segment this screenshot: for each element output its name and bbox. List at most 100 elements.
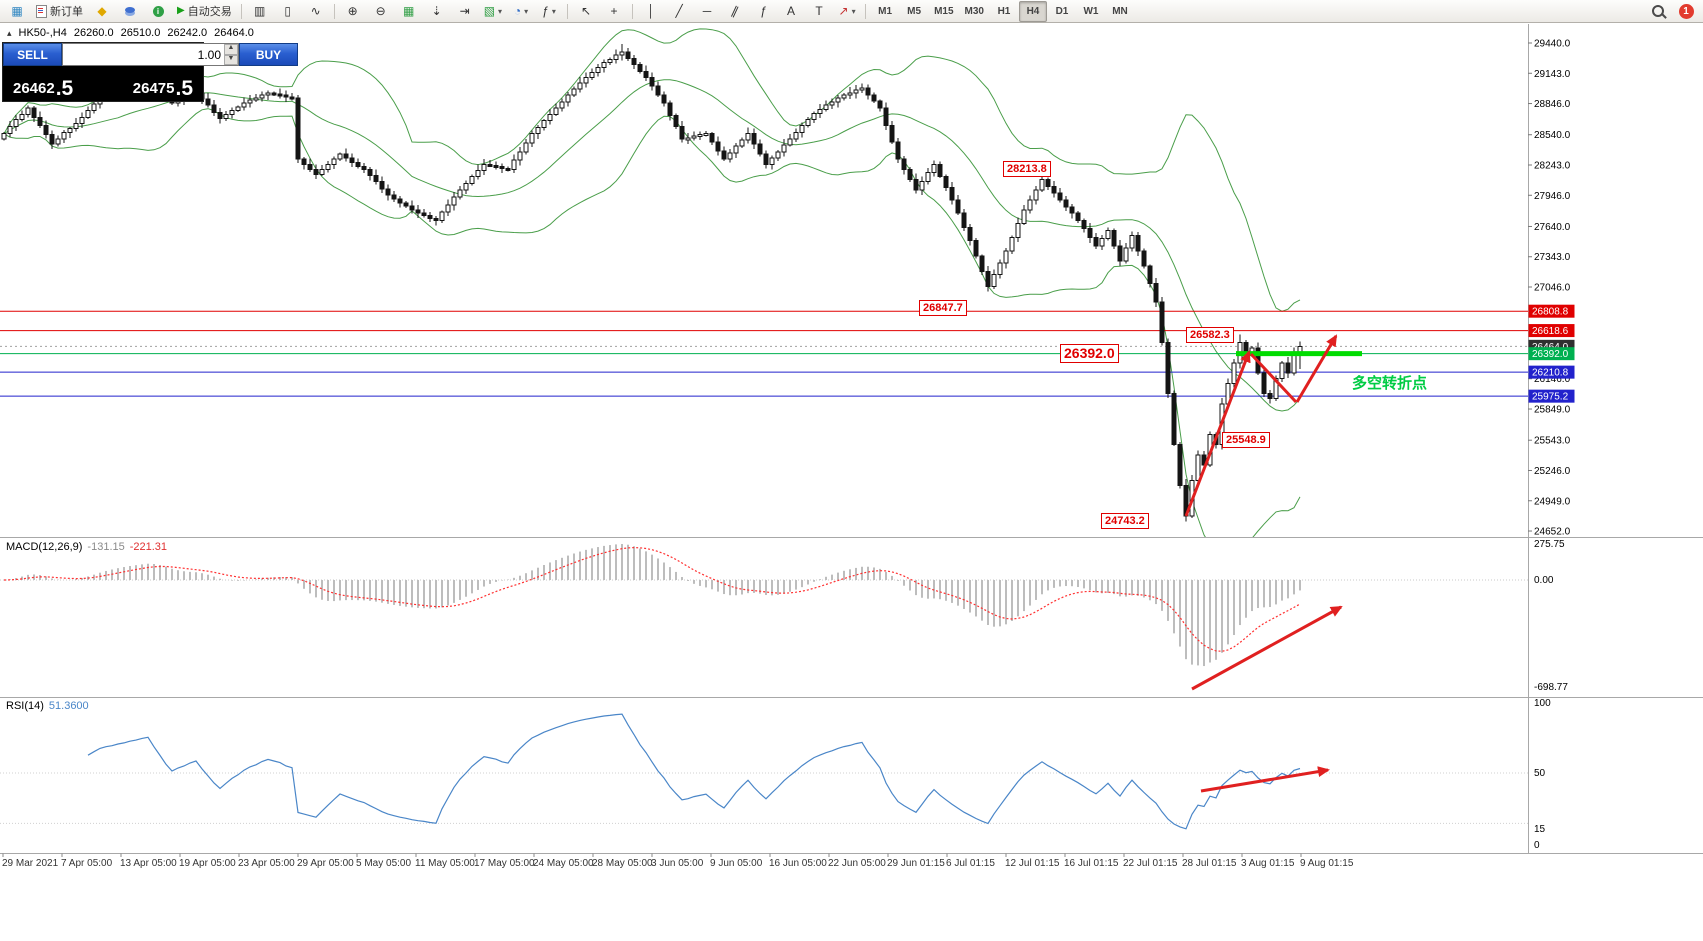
notifications-button[interactable]: 1 [1673, 1, 1699, 22]
periods-menu-button[interactable]: ◔ ▾ [508, 1, 534, 22]
crosshair-button[interactable]: + [601, 1, 627, 22]
toolbar-separator [240, 3, 242, 19]
horizontal-line-button[interactable]: ─ [694, 1, 720, 22]
rsi-value: 51.3600 [48, 700, 89, 712]
timeframe-w1[interactable]: W1 [1083, 5, 1099, 17]
svg-text:17 May 05:00: 17 May 05:00 [474, 858, 535, 869]
fibonacci-icon: ƒ [759, 4, 767, 18]
line-chart-button[interactable]: ∿ [303, 1, 329, 22]
tile-windows-icon: ▦ [403, 4, 415, 18]
svg-text:22 Jun 05:00: 22 Jun 05:00 [828, 858, 886, 869]
buy-price-int: 26475 [132, 80, 175, 97]
macd-label: MACD(12,26,9) -131.15 -221.31 [6, 541, 167, 553]
svg-text:-698.77: -698.77 [1534, 682, 1568, 693]
price-label-25548[interactable]: 25548.9 [1222, 432, 1270, 448]
chart-shift-button[interactable]: ⇥ [452, 1, 478, 22]
quote-row: 26462 .5 26475 .5 [3, 66, 203, 101]
volume-down-button[interactable]: ▼ [224, 54, 238, 65]
notification-badge: 1 [1678, 3, 1694, 19]
sell-price-frac: .5 [55, 77, 74, 100]
buy-button[interactable]: BUY [239, 43, 298, 66]
volume-box: ▲ ▼ [62, 43, 239, 66]
periods-icon: ◔ [513, 4, 522, 18]
timeframe-d1[interactable]: D1 [1055, 5, 1069, 17]
zoom-in-button[interactable]: ⊕ [340, 1, 366, 22]
chart-window-button[interactable]: ▦ [4, 1, 30, 22]
metaeditor-icon: ◆ [97, 4, 107, 18]
svg-text:27640.0: 27640.0 [1534, 222, 1571, 233]
svg-text:26146.0: 26146.0 [1534, 374, 1571, 385]
svg-text:13 Apr 05:00: 13 Apr 05:00 [120, 858, 177, 869]
price-label-26392[interactable]: 26392.0 [1060, 344, 1119, 363]
svg-text:29 Jun 01:15: 29 Jun 01:15 [887, 858, 945, 869]
svg-text:3 Aug 01:15: 3 Aug 01:15 [1241, 858, 1295, 869]
autotrading-play-icon: ▶ [177, 5, 185, 16]
svg-text:19 Apr 05:00: 19 Apr 05:00 [179, 858, 236, 869]
chinese-note-label[interactable]: 多空转折点 [1352, 375, 1428, 392]
channel-button[interactable]: ∥ [722, 1, 748, 22]
price-label-24743[interactable]: 24743.2 [1101, 513, 1149, 529]
svg-text:24949.0: 24949.0 [1534, 496, 1571, 507]
rsi-panel [0, 713, 1528, 830]
price-label-28213[interactable]: 28213.8 [1003, 161, 1051, 177]
timeframe-m15[interactable]: M15 [934, 5, 954, 17]
svg-text:27946.0: 27946.0 [1534, 191, 1571, 202]
bar-chart-icon: ▥ [254, 4, 266, 18]
svg-text:28846.0: 28846.0 [1534, 99, 1571, 110]
volume-input[interactable] [63, 44, 224, 65]
volume-spinner: ▲ ▼ [224, 44, 238, 65]
bar-chart-button[interactable]: ▥ [247, 1, 273, 22]
dropdown-arrow-icon: ▾ [524, 6, 529, 16]
autoscroll-button[interactable]: ⇣ [424, 1, 450, 22]
timeframe-h1[interactable]: H1 [997, 5, 1011, 17]
new-order-label: 新订单 [50, 6, 83, 18]
data-window-button[interactable]: i [145, 1, 171, 22]
shapes-menu-button[interactable]: ↗ ▾ [834, 1, 860, 22]
sell-button[interactable]: SELL [3, 43, 62, 66]
svg-text:23 Apr 05:00: 23 Apr 05:00 [238, 858, 295, 869]
price-label-26582[interactable]: 26582.3 [1186, 327, 1234, 343]
indicators-menu-button[interactable]: ƒ ▾ [536, 1, 562, 22]
data-window-icon: i [152, 5, 164, 17]
zoom-out-icon: ⊖ [375, 4, 386, 18]
candlestick-chart-button[interactable]: ▯ [275, 1, 301, 22]
svg-text:29 Mar 2021: 29 Mar 2021 [2, 858, 59, 869]
svg-text:50: 50 [1534, 768, 1546, 779]
timeframe-mn[interactable]: MN [1112, 5, 1128, 17]
svg-text:26210.8: 26210.8 [1532, 368, 1569, 379]
autotrading-button[interactable]: ▶ 自动交易 [173, 1, 236, 22]
line-chart-icon: ∿ [310, 4, 321, 18]
rsi-label: RSI(14) 51.3600 [6, 700, 89, 712]
search-icon [1652, 5, 1664, 17]
svg-text:29143.0: 29143.0 [1534, 69, 1571, 80]
toolbar-separator [632, 3, 634, 19]
vertical-line-button[interactable]: │ [638, 1, 664, 22]
svg-text:7 Apr 05:00: 7 Apr 05:00 [61, 858, 113, 869]
vertical-line-icon: │ [647, 4, 655, 18]
timeframe-h4[interactable]: H4 [1018, 0, 1047, 22]
market-watch-button[interactable] [117, 1, 143, 22]
timeframe-m30[interactable]: M30 [964, 5, 984, 17]
label-tool-button[interactable]: T [806, 1, 832, 22]
dropdown-arrow-icon: ▾ [851, 6, 856, 16]
main-toolbar: ▦ 新订单 ◆ i ▶ 自动交易 ▥ ▯ ∿ ⊕ ⊖ ▦ ⇣ ⇥ ▧ ▾ ◔ ▾ ƒ… [0, 0, 1703, 23]
zoom-out-button[interactable]: ⊖ [368, 1, 394, 22]
timeframe-m5[interactable]: M5 [907, 5, 922, 17]
cursor-button[interactable]: ↖ [573, 1, 599, 22]
timeframe-m1[interactable]: M1 [878, 5, 893, 17]
new-order-icon [36, 4, 47, 18]
new-order-button[interactable]: 新订单 [32, 1, 87, 22]
templates-menu-button[interactable]: ▧ ▾ [480, 1, 506, 22]
templates-icon: ▧ [483, 4, 496, 18]
search-button[interactable] [1645, 1, 1671, 22]
tile-windows-button[interactable]: ▦ [396, 1, 422, 22]
svg-text:16 Jun 05:00: 16 Jun 05:00 [769, 858, 827, 869]
price-label-26847[interactable]: 26847.7 [919, 300, 967, 316]
volume-up-button[interactable]: ▲ [224, 44, 238, 55]
shapes-icon: ↗ [838, 4, 849, 18]
metaeditor-button[interactable]: ◆ [89, 1, 115, 22]
trendline-button[interactable]: ╱ [666, 1, 692, 22]
text-tool-button[interactable]: A [778, 1, 804, 22]
fibonacci-button[interactable]: ƒ [750, 1, 776, 22]
